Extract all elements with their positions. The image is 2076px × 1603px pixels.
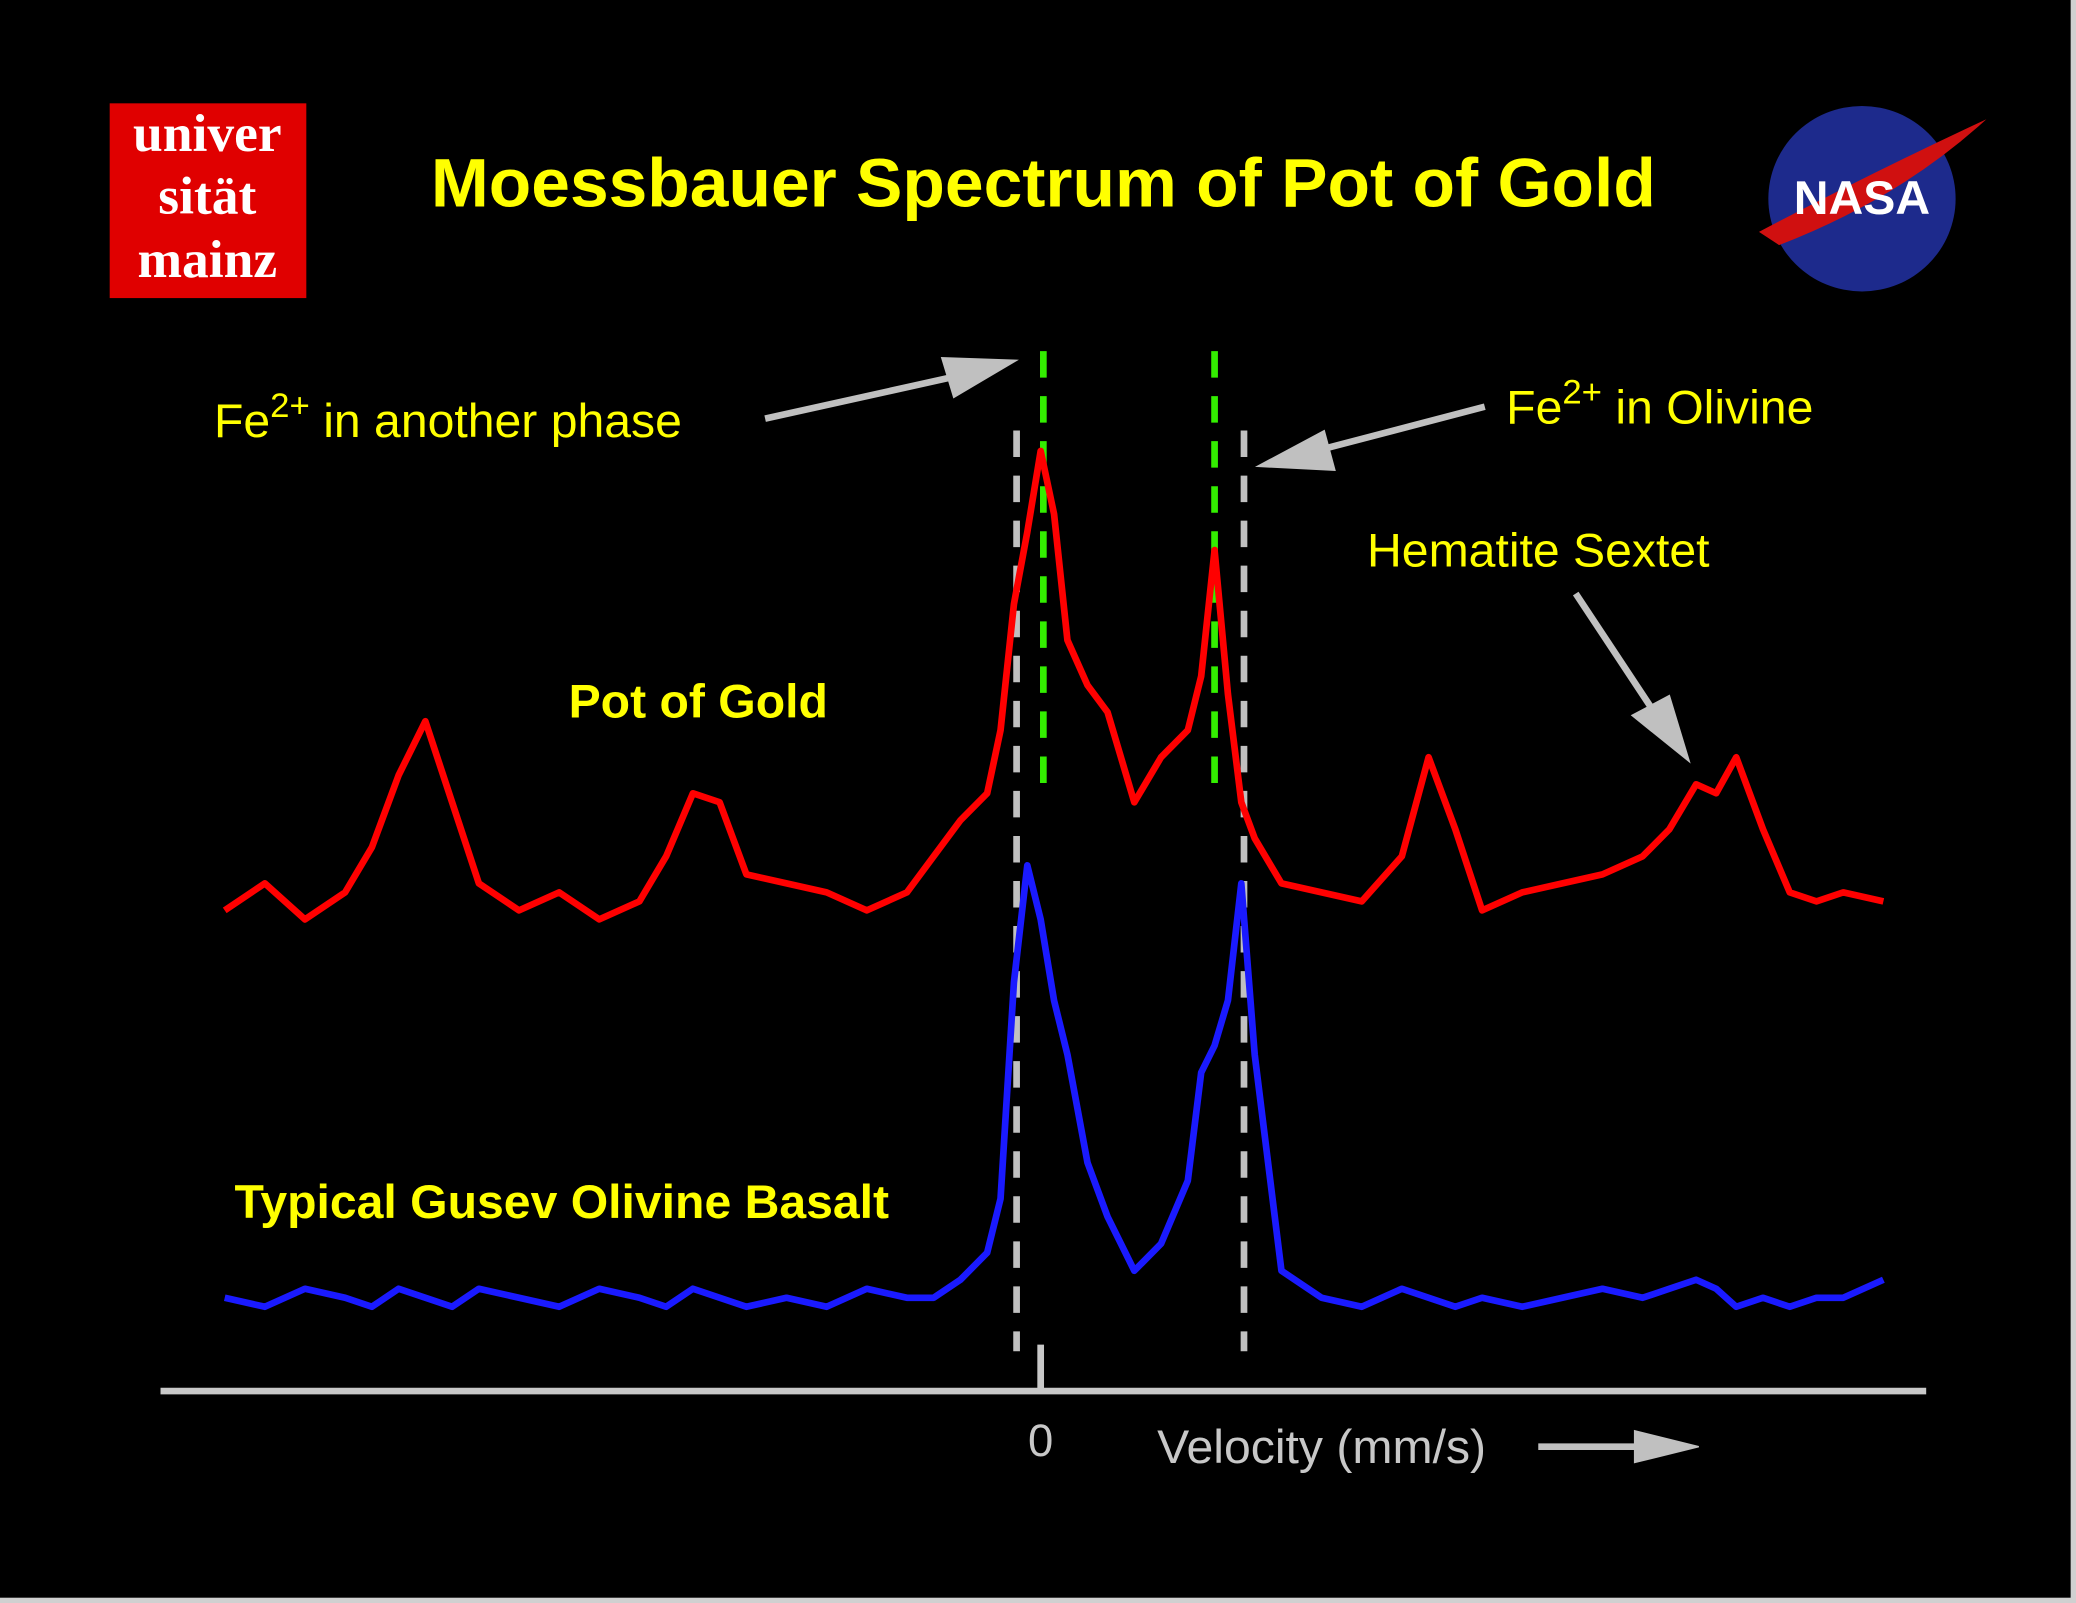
annotation-sup: 2+: [1562, 374, 1602, 412]
annotation: Fe2+ in another phase: [214, 387, 682, 447]
plot: 0 Pot of Gold Typical Gusev Olivine Basalt…: [214, 351, 1885, 1466]
annotation: Hematite Sextet: [1367, 525, 1709, 578]
logo-box: [109, 103, 307, 299]
annotation-text: Hematite Sextet: [1367, 525, 1709, 578]
annotation-sup: 2+: [270, 387, 310, 425]
annotation: Fe2+ in Olivine: [1506, 374, 1813, 434]
arrow-head: [1630, 694, 1691, 764]
logo-text: mainz: [137, 230, 277, 289]
arrow: [764, 373, 958, 422]
logo-text: sität: [158, 167, 256, 226]
arrow-head: [1254, 429, 1336, 472]
x-tick-label: 0: [1028, 1415, 1053, 1466]
annotation-text: Fe: [214, 395, 270, 448]
logo-text: univer: [133, 104, 282, 163]
nasa-logo: NASA: [1758, 105, 1987, 292]
arrow-head: [940, 356, 1019, 399]
annotation-text: in another phase: [310, 395, 682, 448]
chart-title: Moessbauer Spectrum of Pot of Gold: [431, 144, 1656, 222]
annotation-text: Fe: [1506, 381, 1562, 434]
bottom-border: [0, 1597, 2076, 1603]
arrow: [1572, 591, 1655, 711]
series-line: [223, 862, 1885, 1311]
series-line: [222, 447, 1885, 923]
x-axis-label: Velocity (mm/s): [1157, 1421, 1486, 1474]
arrow: [1316, 403, 1486, 454]
annotation-text: in Olivine: [1602, 381, 1813, 434]
logo-text: NASA: [1794, 172, 1930, 225]
legend-label: Pot of Gold: [569, 676, 828, 729]
mainz-logo: univer sität mainz: [109, 103, 307, 299]
arrows: [764, 356, 1699, 1464]
arrow-head: [1633, 1429, 1699, 1464]
right-border: [2070, 0, 2076, 1603]
legend-label: Typical Gusev Olivine Basalt: [235, 1176, 890, 1229]
logo-swoosh: [1758, 119, 1987, 246]
